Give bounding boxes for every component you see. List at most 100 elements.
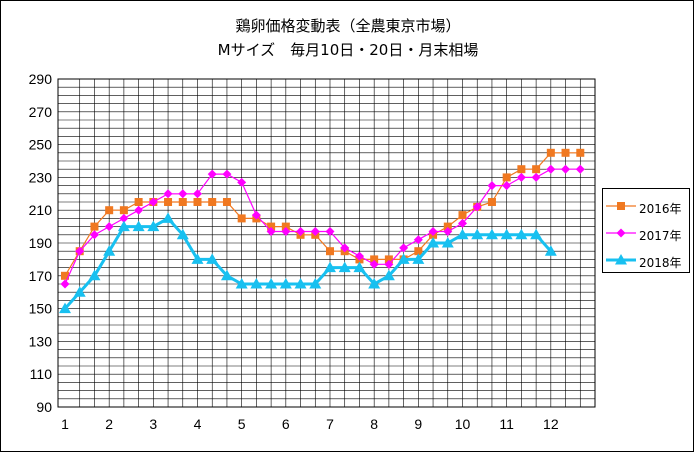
data-point	[279, 278, 292, 289]
x-tick-label: 4	[194, 416, 202, 432]
data-point	[354, 251, 364, 261]
data-point	[191, 253, 204, 264]
series-2017年	[60, 164, 585, 289]
legend-item: 2017年	[603, 224, 689, 244]
data-point	[103, 245, 116, 256]
data-point	[500, 228, 513, 240]
y-tick-label: 90	[36, 399, 52, 415]
data-point	[235, 278, 248, 289]
data-point	[368, 278, 381, 289]
data-point	[265, 278, 278, 289]
data-point	[267, 222, 276, 231]
data-point	[75, 246, 85, 256]
x-tick-label: 11	[499, 416, 514, 432]
data-point	[340, 243, 350, 253]
x-tick-label: 3	[149, 416, 157, 432]
data-point	[338, 261, 351, 273]
x-tick-label: 6	[282, 416, 290, 432]
data-point	[178, 189, 188, 199]
chart-subtitle: Mサイズ 毎月10日・20日・月末相場	[217, 41, 479, 59]
data-point	[502, 181, 512, 191]
data-point	[458, 218, 467, 228]
data-point	[148, 197, 158, 207]
data-point	[206, 253, 219, 264]
y-tick-label: 170	[29, 268, 53, 284]
data-point	[310, 227, 320, 237]
data-point	[458, 211, 467, 220]
data-point	[530, 228, 543, 240]
data-point	[399, 243, 409, 253]
data-point	[616, 228, 626, 238]
data-point	[309, 278, 322, 289]
data-point	[382, 269, 395, 281]
data-point	[546, 148, 555, 157]
data-point	[132, 220, 145, 232]
data-point	[105, 206, 114, 215]
data-point	[384, 259, 394, 269]
series-line	[63, 216, 552, 310]
legend-label: 2018年	[639, 256, 682, 270]
x-tick-label: 1	[61, 416, 69, 432]
data-point	[443, 227, 453, 237]
data-point	[294, 278, 307, 289]
data-point	[531, 172, 541, 182]
data-point	[90, 222, 99, 231]
data-point	[104, 222, 114, 232]
data-point	[281, 227, 291, 237]
data-point	[162, 212, 175, 223]
data-point	[443, 222, 452, 231]
y-tick-label: 290	[29, 71, 53, 87]
y-tick-label: 210	[29, 202, 53, 218]
data-point	[237, 214, 246, 223]
data-point	[427, 237, 440, 248]
x-tick-label: 12	[543, 416, 559, 432]
data-point	[397, 253, 410, 264]
data-point	[117, 220, 130, 232]
data-point	[414, 247, 423, 256]
data-point	[134, 205, 144, 215]
data-point	[326, 247, 334, 256]
data-point	[370, 255, 379, 264]
data-point	[615, 254, 627, 265]
y-tick-label: 270	[29, 104, 53, 120]
data-point	[369, 259, 379, 269]
x-tick-label: 7	[326, 416, 334, 432]
data-point	[176, 228, 189, 240]
data-point	[575, 164, 585, 174]
data-point	[472, 202, 482, 212]
data-point	[324, 261, 336, 273]
chart-legend: 2016年 2017年 2018年	[602, 188, 690, 273]
chart-title: 鶏卵価格変動表（全農東京市場）	[235, 17, 461, 35]
data-point	[516, 172, 526, 182]
data-point	[119, 206, 128, 215]
data-point	[222, 198, 231, 206]
data-point	[134, 198, 143, 206]
data-point	[250, 278, 263, 289]
data-point	[502, 173, 511, 182]
y-tick-label: 190	[29, 235, 53, 251]
y-tick-label: 110	[30, 366, 53, 382]
data-point	[532, 165, 541, 174]
data-point	[88, 269, 101, 281]
data-point	[266, 227, 276, 237]
data-point	[281, 222, 290, 231]
data-point	[517, 165, 526, 174]
data-point	[441, 237, 454, 248]
data-point	[208, 198, 217, 206]
data-point	[576, 148, 585, 157]
x-tick-label: 9	[414, 416, 422, 432]
data-point	[164, 198, 173, 206]
data-point	[456, 228, 469, 240]
data-point	[193, 198, 202, 206]
y-tick-label: 230	[29, 169, 53, 185]
x-tick-label: 10	[455, 416, 471, 432]
data-point	[471, 228, 484, 240]
data-point	[178, 198, 187, 206]
data-point	[515, 228, 528, 240]
data-point	[89, 230, 99, 240]
data-point	[73, 286, 86, 297]
data-point	[412, 253, 425, 264]
y-tick-label: 250	[29, 137, 53, 153]
legend-label: 2017年	[639, 229, 682, 243]
